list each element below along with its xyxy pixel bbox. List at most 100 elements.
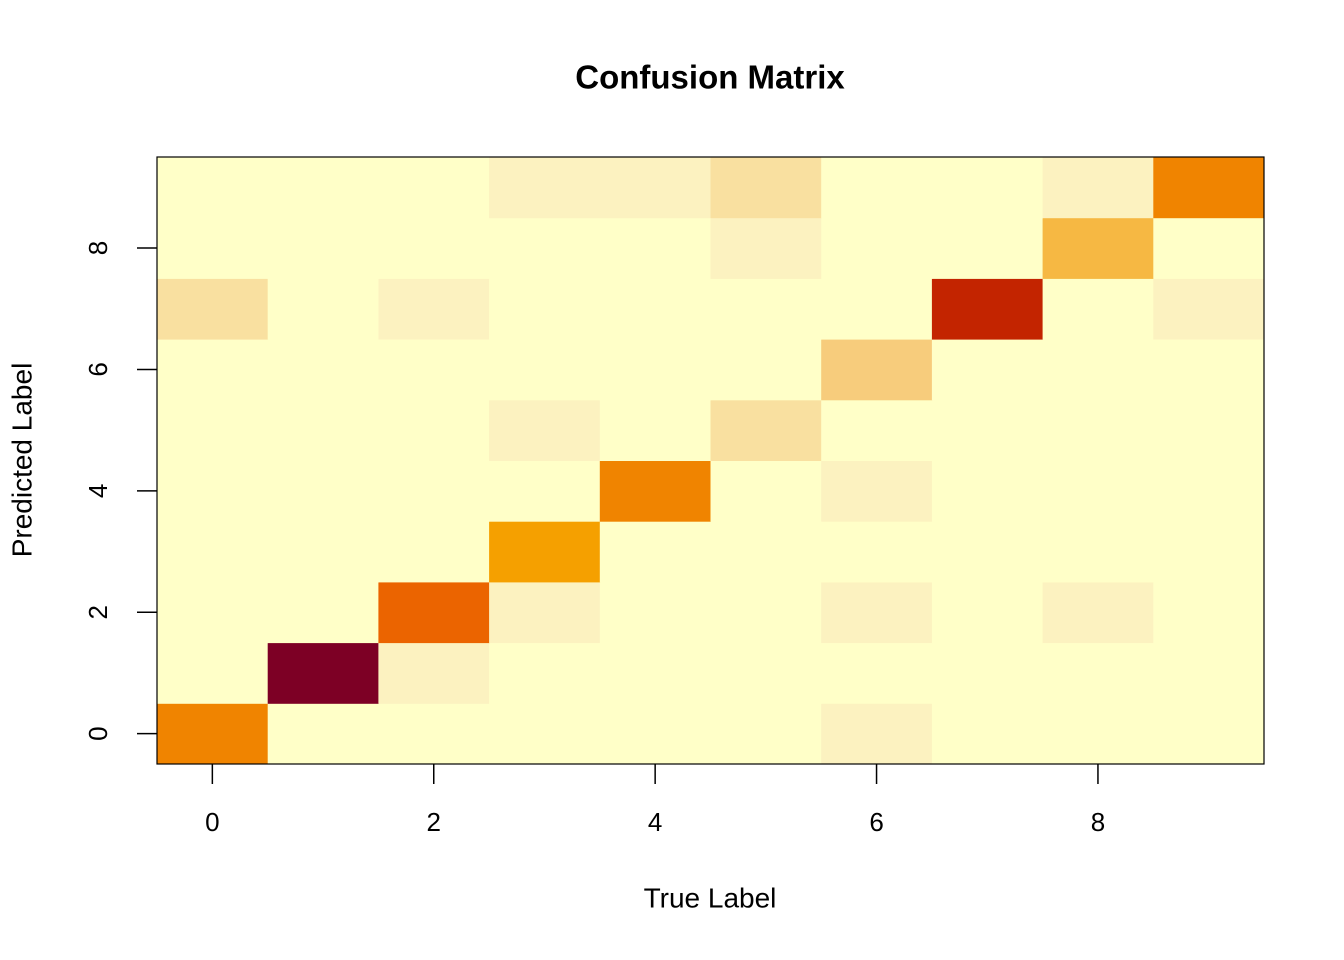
heatmap-cell: [1153, 278, 1265, 340]
heatmap-cell: [599, 703, 711, 765]
heatmap-cell: [1153, 703, 1265, 765]
heatmap-cell: [157, 642, 269, 704]
heatmap-cell: [931, 217, 1044, 279]
heatmap-cell: [821, 399, 933, 461]
heatmap-cell: [1042, 339, 1154, 401]
heatmap-cell: [1153, 521, 1265, 583]
heatmap-cell: [599, 642, 711, 704]
x-tick-label: 4: [648, 807, 662, 837]
y-tick-label: 4: [83, 484, 113, 498]
heatmap-cell: [931, 703, 1044, 765]
heatmap-cell: [1042, 460, 1154, 522]
x-tick-label: 2: [427, 807, 441, 837]
heatmap-cell: [489, 642, 601, 704]
heatmap-cell: [489, 157, 601, 219]
heatmap-cell: [931, 642, 1044, 704]
heatmap-cell: [267, 460, 379, 522]
heatmap-cell: [267, 217, 379, 279]
x-tick-label: 6: [869, 807, 883, 837]
heatmap-cell: [157, 339, 269, 401]
heatmap-cell: [599, 581, 711, 644]
heatmap-cell: [821, 339, 933, 401]
heatmap-cell: [931, 278, 1044, 340]
heatmap-cell: [1153, 399, 1265, 461]
heatmap-cell: [489, 521, 601, 583]
heatmap-cell: [710, 278, 822, 340]
heatmap-cell: [931, 157, 1044, 219]
heatmap-cell: [931, 399, 1044, 461]
heatmap-cell: [1042, 278, 1154, 340]
heatmap-cell: [157, 278, 269, 340]
heatmap-cell: [378, 278, 490, 340]
y-tick-label: 8: [83, 241, 113, 255]
heatmap-cell: [599, 157, 711, 219]
heatmap-cell: [1153, 217, 1265, 279]
heatmap-cell: [821, 581, 933, 644]
heatmap-cell: [1153, 642, 1265, 704]
heatmap-cell: [599, 217, 711, 279]
heatmap-cell: [378, 157, 490, 219]
heatmap-cell: [931, 581, 1044, 644]
heatmap-cell: [931, 339, 1044, 401]
heatmap-cell: [821, 642, 933, 704]
heatmap-cell: [1042, 703, 1154, 765]
heatmap-cell: [489, 339, 601, 401]
heatmap-cell: [489, 278, 601, 340]
heatmap-cell: [489, 217, 601, 279]
heatmap-cell: [710, 581, 822, 644]
heatmap-cell: [1153, 339, 1265, 401]
heatmap-cell: [599, 521, 711, 583]
heatmap-cell: [1042, 399, 1154, 461]
heatmap-cell: [599, 399, 711, 461]
heatmap-cell: [267, 339, 379, 401]
heatmap-cell: [599, 460, 711, 522]
heatmap-cell: [267, 581, 379, 644]
heatmap-cell: [378, 399, 490, 461]
heatmap-cell: [710, 339, 822, 401]
heatmap-cell: [489, 703, 601, 765]
heatmap-cell: [710, 217, 822, 279]
heatmap-cell: [378, 581, 490, 644]
heatmap-cell: [267, 521, 379, 583]
x-tick-label: 0: [205, 807, 219, 837]
heatmap-cell: [157, 217, 269, 279]
heatmap-cell: [267, 157, 379, 219]
heatmap-cell: [821, 217, 933, 279]
heatmap-cell: [1042, 521, 1154, 583]
heatmap-cell: [599, 339, 711, 401]
heatmap-cell: [378, 521, 490, 583]
heatmap-cell: [821, 521, 933, 583]
y-tick-label: 2: [83, 605, 113, 619]
heatmap-cell: [599, 278, 711, 340]
heatmap-cell: [1153, 157, 1265, 219]
heatmap-cell: [489, 581, 601, 644]
heatmap-cell: [821, 460, 933, 522]
x-tick-label: 8: [1091, 807, 1105, 837]
heatmap-cell: [489, 399, 601, 461]
heatmap-cell: [821, 278, 933, 340]
y-tick-label: 6: [83, 362, 113, 376]
heatmap-cell: [157, 581, 269, 644]
x-axis-title: True Label: [644, 882, 777, 913]
heatmap-cell: [157, 460, 269, 522]
heatmap-cell: [931, 521, 1044, 583]
heatmap-cell: [378, 339, 490, 401]
heatmap-cell: [267, 703, 379, 765]
heatmap-cell: [1042, 581, 1154, 644]
heatmap-cell: [267, 278, 379, 340]
y-axis-title: Predicted Label: [6, 363, 37, 558]
heatmap-cell: [710, 521, 822, 583]
heatmap-cell: [710, 642, 822, 704]
heatmap-cell: [378, 460, 490, 522]
heatmap-cell: [821, 157, 933, 219]
heatmap-cell: [157, 703, 269, 765]
heatmap-cell: [1042, 157, 1154, 219]
heatmap-cell: [1042, 217, 1154, 279]
heatmap-cell: [267, 642, 379, 704]
heatmap-cell: [1153, 581, 1265, 644]
heatmap-cell: [1042, 642, 1154, 704]
heatmap-cell: [710, 399, 822, 461]
heatmap-cell: [1153, 460, 1265, 522]
heatmap-cell: [378, 642, 490, 704]
